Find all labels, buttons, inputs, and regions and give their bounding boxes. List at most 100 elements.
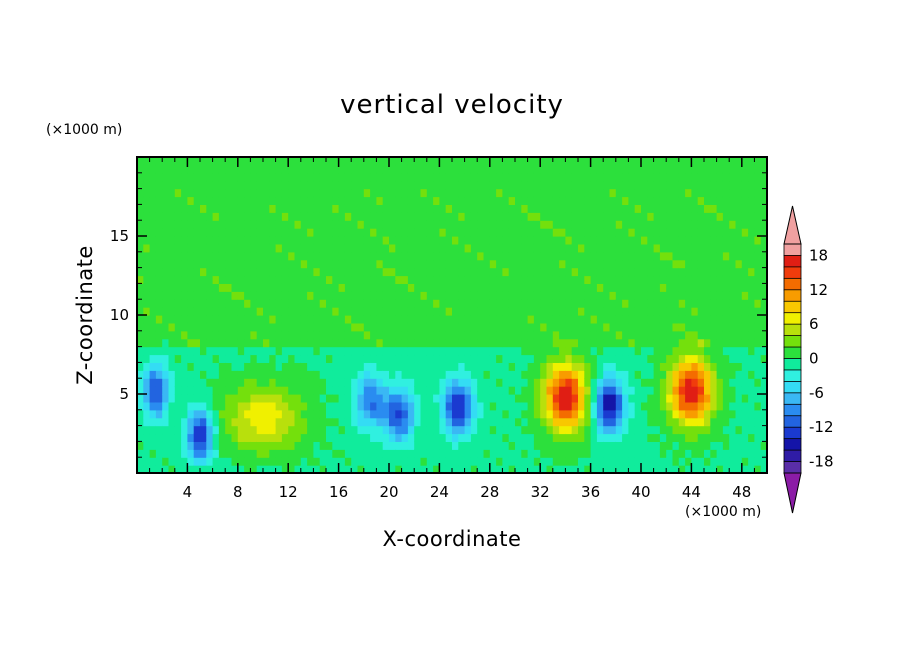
heatmap-cell <box>187 465 195 473</box>
heatmap-cell <box>445 386 453 395</box>
heatmap-cell <box>200 204 207 213</box>
heatmap-cell <box>508 267 516 277</box>
heatmap-cell <box>735 322 743 332</box>
heatmap-cell <box>149 330 157 340</box>
heatmap-cell <box>294 204 302 213</box>
heatmap-cell <box>168 267 176 277</box>
heatmap-cell <box>294 291 302 300</box>
heatmap-cell <box>697 338 705 348</box>
heatmap-cell <box>729 251 737 261</box>
heatmap-cell <box>697 409 705 419</box>
heatmap-cell <box>263 251 270 261</box>
heatmap-cell <box>609 362 617 371</box>
heatmap-cell <box>666 204 674 213</box>
heatmap-cell <box>496 330 503 340</box>
heatmap-cell <box>685 307 692 316</box>
heatmap-cell <box>590 259 598 269</box>
heatmap-cell <box>288 172 296 182</box>
heatmap-cell <box>470 338 478 348</box>
heatmap-cell <box>609 394 617 403</box>
heatmap-cell <box>647 267 655 277</box>
heatmap-cell <box>414 465 422 473</box>
heatmap-cell <box>540 370 548 379</box>
heatmap-cell <box>313 417 321 427</box>
heatmap-cell <box>344 275 352 284</box>
heatmap-cell <box>609 204 617 213</box>
heatmap-cell <box>281 188 289 198</box>
heatmap-cell <box>647 259 655 269</box>
heatmap-cell <box>344 283 352 292</box>
heatmap-cell <box>502 259 510 269</box>
heatmap-cell <box>464 204 472 213</box>
heatmap-cell <box>231 172 239 182</box>
heatmap-cell <box>231 417 239 427</box>
heatmap-cell <box>748 417 755 427</box>
heatmap-cell <box>760 188 767 198</box>
heatmap-cell <box>603 188 611 198</box>
heatmap-cell <box>200 220 207 229</box>
heatmap-cell <box>521 417 529 427</box>
heatmap-cell <box>659 457 667 466</box>
heatmap-cell <box>420 275 428 284</box>
heatmap-cell <box>263 346 270 356</box>
heatmap-cell <box>722 204 730 213</box>
heatmap-cell <box>741 354 749 363</box>
heatmap-cell <box>414 243 422 253</box>
heatmap-cell <box>357 409 365 419</box>
heatmap-cell <box>376 433 384 442</box>
heatmap-cell <box>596 267 604 277</box>
heatmap-cell <box>281 433 289 442</box>
heatmap-cell <box>445 425 453 435</box>
heatmap-cell <box>313 433 321 442</box>
heatmap-cell <box>515 259 522 269</box>
heatmap-cell <box>760 180 767 190</box>
heatmap-cell <box>716 259 724 269</box>
heatmap-cell <box>439 228 447 237</box>
heatmap-cell <box>300 315 308 324</box>
heatmap-cell <box>502 338 510 348</box>
heatmap-cell <box>389 425 396 435</box>
heatmap-cell <box>496 236 503 245</box>
heatmap-cell <box>496 283 503 292</box>
heatmap-cell <box>641 157 648 166</box>
heatmap-cell <box>395 283 403 292</box>
heatmap-cell <box>540 157 548 166</box>
heatmap-cell <box>407 172 415 182</box>
heatmap-cell <box>754 204 762 213</box>
heatmap-cell <box>483 425 491 435</box>
heatmap-cell <box>137 259 144 269</box>
heatmap-cell <box>552 164 560 174</box>
heatmap-cell <box>754 362 762 371</box>
heatmap-cell <box>552 409 560 419</box>
heatmap-cell <box>571 433 579 442</box>
heatmap-cell <box>187 394 195 403</box>
heatmap-cell <box>231 157 239 166</box>
heatmap-cell <box>231 220 239 229</box>
heatmap-cell <box>483 465 491 473</box>
heatmap-cell <box>634 243 642 253</box>
heatmap-cell <box>137 433 144 442</box>
heatmap-cell <box>678 172 686 182</box>
heatmap-cell <box>691 164 699 174</box>
heatmap-cell <box>174 441 182 450</box>
heatmap-cell <box>244 283 251 292</box>
heatmap-cell <box>452 409 459 419</box>
heatmap-cell <box>515 425 522 435</box>
heatmap-cell <box>351 220 359 229</box>
heatmap-cell <box>313 172 321 182</box>
heatmap-cell <box>603 433 611 442</box>
heatmap-cell <box>206 425 214 435</box>
heatmap-cell <box>596 378 604 387</box>
heatmap-cell <box>370 275 377 284</box>
heatmap-cell <box>445 330 453 340</box>
heatmap-cell <box>508 362 516 371</box>
heatmap-cell <box>389 449 396 458</box>
heatmap-cell <box>250 212 258 221</box>
heatmap-cell <box>502 275 510 284</box>
heatmap-cell <box>716 354 724 363</box>
heatmap-cell <box>263 330 270 340</box>
heatmap-cell <box>603 299 611 308</box>
heatmap-cell <box>294 362 302 371</box>
heatmap-cell <box>168 291 176 300</box>
heatmap-cell <box>685 291 692 300</box>
